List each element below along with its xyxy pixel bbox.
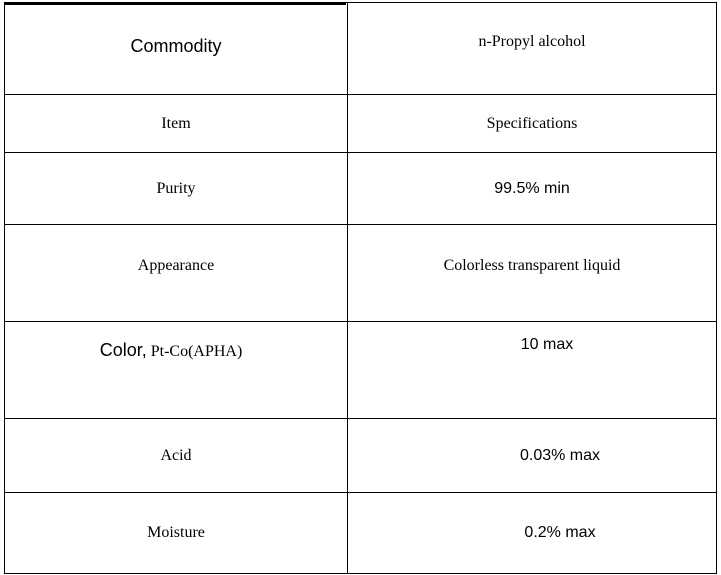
row-label: Color, Pt-Co(APHA) — [4, 321, 348, 419]
row-value: 0.03% max — [347, 418, 717, 493]
table-row: Moisture 0.2% max — [4, 492, 717, 574]
row-value: 0.2% max — [347, 492, 717, 574]
acid-label: Acid — [160, 446, 192, 464]
row-value: 99.5% min — [347, 152, 717, 225]
row-label: Purity — [4, 152, 348, 225]
color-value: 10 max — [520, 336, 574, 353]
table-row: Item Specifications — [4, 94, 717, 153]
table-row: Commodity n-Propyl alcohol — [4, 2, 717, 95]
row-label: Appearance — [4, 224, 348, 322]
item-value: Specifications — [486, 114, 578, 132]
row-value: n-Propyl alcohol — [347, 2, 717, 95]
table-row: Acid 0.03% max — [4, 418, 717, 493]
acid-value: 0.03% max — [519, 446, 601, 464]
appearance-label: Appearance — [137, 257, 215, 274]
table-row: Purity 99.5% min — [4, 152, 717, 225]
row-value: 10 max — [347, 321, 717, 419]
color-label-main: Color, — [99, 340, 147, 360]
row-label: Commodity — [4, 2, 348, 95]
item-label: Item — [161, 114, 191, 132]
moisture-value: 0.2% max — [524, 524, 596, 541]
appearance-value: Colorless transparent liquid — [443, 257, 621, 274]
purity-label: Purity — [156, 179, 196, 197]
row-value: Colorless transparent liquid — [347, 224, 717, 322]
spec-table: Commodity n-Propyl alcohol Item Specific… — [4, 2, 717, 574]
moisture-label: Moisture — [147, 524, 205, 541]
color-label-unit: Pt-Co(APHA) — [150, 343, 243, 360]
header-rule — [4, 2, 346, 5]
table-row: Color, Pt-Co(APHA) 10 max — [4, 321, 717, 419]
row-label: Acid — [4, 418, 348, 493]
row-value: Specifications — [347, 94, 717, 153]
row-label: Moisture — [4, 492, 348, 574]
table-row: Appearance Colorless transparent liquid — [4, 224, 717, 322]
purity-value: 99.5% min — [494, 179, 570, 197]
color-label: Color, Pt-Co(APHA) — [5, 322, 347, 361]
commodity-label: Commodity — [130, 36, 222, 56]
row-label: Item — [4, 94, 348, 153]
commodity-value: n-Propyl alcohol — [478, 33, 586, 50]
